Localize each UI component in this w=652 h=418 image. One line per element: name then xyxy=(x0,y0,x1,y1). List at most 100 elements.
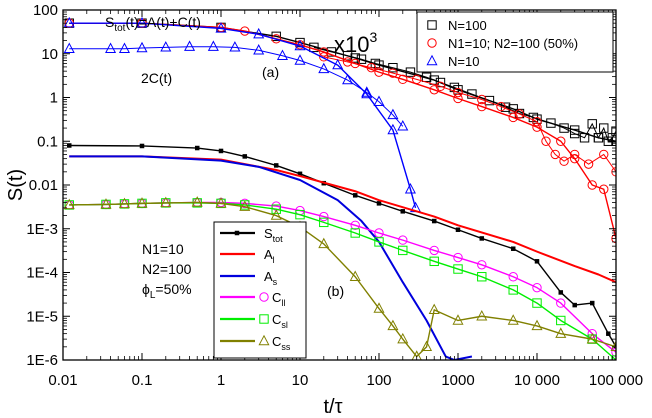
x-tick-label: 100 000 xyxy=(589,372,643,389)
annotation-n2: N2=100 xyxy=(142,261,192,277)
data-point xyxy=(508,285,518,295)
data-point xyxy=(191,196,203,207)
data-point xyxy=(453,93,463,104)
data-point xyxy=(366,62,377,73)
data-point xyxy=(194,145,200,151)
y-tick-label: 1E-4 xyxy=(26,265,58,282)
y-tick-label: 10 xyxy=(41,46,58,63)
data-point xyxy=(558,290,564,295)
data-point xyxy=(508,272,518,282)
data-point xyxy=(599,123,609,133)
series-line xyxy=(69,201,616,358)
data-point xyxy=(294,54,306,65)
data-point xyxy=(404,182,416,194)
data-point xyxy=(294,39,306,51)
data-point xyxy=(428,303,440,315)
data-point xyxy=(514,109,525,119)
series-9 xyxy=(64,197,616,357)
legend-b-marker xyxy=(259,314,269,324)
data-point xyxy=(136,16,148,28)
data-point xyxy=(532,116,542,127)
data-point xyxy=(556,298,566,308)
x-tick-label: 10 000 xyxy=(514,372,560,389)
data-point xyxy=(105,42,117,53)
legend-panel-a: N=100 N1=10; N2=100 (50%) N=10 xyxy=(416,11,614,73)
data-point xyxy=(215,197,227,208)
legend-a-label-2: N=10 xyxy=(448,54,479,69)
data-point xyxy=(229,41,241,52)
data-point xyxy=(411,74,422,85)
data-point xyxy=(496,101,506,112)
data-point xyxy=(160,41,172,52)
x-axis-label: t/τ xyxy=(323,396,342,418)
data-point xyxy=(63,198,75,210)
data-point xyxy=(352,193,358,198)
data-point xyxy=(387,123,399,135)
data-point xyxy=(587,180,597,190)
data-point xyxy=(63,42,75,53)
y-axis-label: S(t) xyxy=(5,169,27,201)
data-point xyxy=(477,94,487,105)
y-tick-label: 1E-6 xyxy=(26,352,58,369)
data-point xyxy=(421,72,432,82)
legend-a-markers xyxy=(426,20,438,66)
data-point xyxy=(376,201,382,206)
annotation-x10: x103 xyxy=(334,29,377,57)
data-point xyxy=(271,204,281,214)
legend-b-marker xyxy=(258,334,270,346)
data-point xyxy=(532,122,542,132)
data-point xyxy=(587,328,597,339)
x-tick-label: 0.01 xyxy=(48,372,77,389)
annotation-stot-equation: Stot(t)=A(t)+C(t) xyxy=(105,14,201,34)
data-point xyxy=(319,52,329,62)
data-point xyxy=(319,211,329,222)
data-point xyxy=(398,235,408,245)
data-point xyxy=(318,62,330,74)
annotation-2c: 2C(t) xyxy=(141,70,172,86)
data-point xyxy=(559,156,569,166)
data-point xyxy=(532,282,542,293)
series-5 xyxy=(63,40,409,131)
data-point xyxy=(332,58,344,70)
data-point xyxy=(421,340,433,352)
data-point xyxy=(361,87,373,99)
data-point xyxy=(374,228,384,238)
data-point xyxy=(136,197,148,208)
data-point xyxy=(610,340,616,352)
data-point xyxy=(276,49,289,60)
data-point xyxy=(586,332,598,344)
data-point xyxy=(373,95,385,106)
data-point xyxy=(67,143,72,148)
data-point xyxy=(271,34,281,44)
data-point xyxy=(532,298,542,308)
data-point xyxy=(587,119,597,129)
data-point xyxy=(593,133,604,143)
data-point xyxy=(356,54,367,64)
x-tick-label: 10 xyxy=(292,372,309,389)
data-point xyxy=(319,47,329,57)
data-point xyxy=(318,237,330,249)
series-6 xyxy=(67,143,616,350)
x-tick-label: 0.1 xyxy=(132,372,153,389)
data-point xyxy=(349,270,361,281)
data-point xyxy=(388,62,398,73)
data-point xyxy=(350,228,360,238)
legend-b-label-css: Css xyxy=(272,334,291,352)
data-point xyxy=(271,31,281,42)
data-point xyxy=(118,197,131,209)
legend-b-frame xyxy=(213,221,307,359)
data-point xyxy=(218,148,224,154)
legend-a-marker xyxy=(427,20,437,30)
data-point xyxy=(572,302,577,308)
data-point xyxy=(453,264,463,274)
data-point xyxy=(589,300,595,306)
x-tick-label: 100 xyxy=(366,372,391,389)
data-point xyxy=(452,314,464,325)
legend-b-label-as: As xyxy=(264,269,278,287)
data-point xyxy=(559,123,569,133)
y-tick-label: 1E-3 xyxy=(26,221,58,238)
data-point xyxy=(606,331,611,336)
data-point xyxy=(398,74,408,85)
data-point xyxy=(273,163,279,168)
